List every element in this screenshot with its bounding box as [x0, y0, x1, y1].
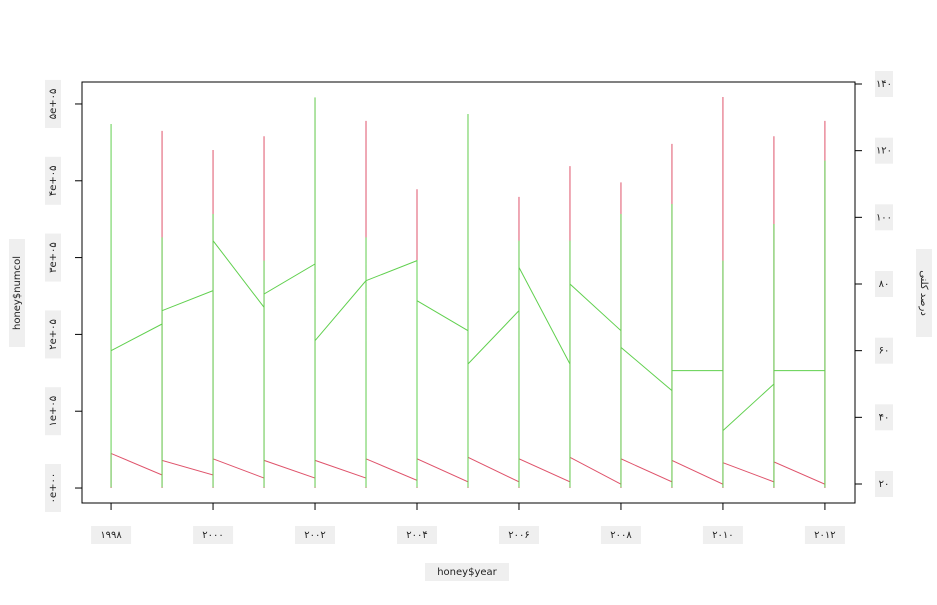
y2-tick-label-bg — [875, 271, 893, 297]
series-line — [110, 97, 826, 488]
y-tick-label: ۲e+۰۵ — [48, 319, 59, 350]
y2-tick-label-bg — [875, 71, 893, 97]
y2-tick-label: ۲۰ — [879, 479, 890, 490]
x-tick-label-bg — [804, 526, 845, 544]
y-axis-label: honey$numcol — [12, 256, 23, 330]
plot-frame — [81, 81, 856, 504]
y-tick-label: ۱e+۰۵ — [48, 396, 59, 427]
y-tick-label-bg — [45, 156, 61, 205]
y-tick-label-bg — [45, 387, 61, 436]
y2-tick-label: ۴۰ — [879, 412, 890, 423]
y-tick-label: ۰e+۰۰ — [48, 473, 59, 504]
x-tick-label: ۲۰۰۲ — [304, 530, 325, 541]
x-tick-label-bg — [600, 526, 641, 544]
x-label-bg — [425, 563, 509, 581]
x-axis-label: honey$year — [437, 567, 497, 578]
y2-tick-label-bg — [875, 404, 893, 431]
y2-tick-label-bg — [875, 204, 893, 231]
x-tick-label-bg — [193, 526, 234, 544]
y2-tick-label: ۱۲۰ — [876, 146, 892, 157]
y-tick-label: ۴e+۰۵ — [48, 165, 59, 196]
x-tick-label-bg — [702, 526, 743, 544]
y2-axis-label: درصد کلنی — [918, 270, 929, 316]
y2-tick-label: ۶۰ — [879, 346, 890, 357]
x-tick-label: ۲۰۱۲ — [814, 530, 835, 541]
series-line — [110, 97, 826, 489]
x-tick-label: ۲۰۰۴ — [406, 530, 427, 541]
y2-tick-label: ۱۰۰ — [876, 212, 892, 223]
y-tick-label-bg — [45, 310, 61, 359]
y-tick-label-bg — [45, 233, 61, 282]
y2-tick-label-bg — [875, 471, 893, 497]
x-tick-label-bg — [498, 526, 539, 544]
y-tick-label-bg — [45, 464, 61, 513]
x-tick-label: ۲۰۱۰ — [712, 530, 733, 541]
y2-tick-label: ۱۴۰ — [876, 79, 892, 90]
x-tick-label-bg — [91, 526, 132, 544]
y-label-bg — [9, 239, 25, 347]
x-tick-label: ۲۰۰۰ — [202, 530, 223, 541]
y-tick-label-bg — [45, 79, 61, 128]
y-tick-label: ۳e+۰۵ — [48, 242, 59, 273]
x-tick-label: ۲۰۰۶ — [508, 530, 529, 541]
y2-tick-label: ۸۰ — [879, 279, 890, 290]
y2-tick-label-bg — [875, 137, 893, 164]
y2-tick-label-bg — [875, 337, 893, 364]
x-tick-label: ۲۰۰۸ — [610, 530, 632, 541]
x-tick-label-bg — [397, 526, 438, 544]
x-tick-label-bg — [295, 526, 336, 544]
y2-label-bg — [916, 249, 932, 337]
y-tick-label: ۵e+۰۵ — [48, 89, 59, 120]
x-tick-label: ۱۹۹۸ — [100, 530, 122, 541]
